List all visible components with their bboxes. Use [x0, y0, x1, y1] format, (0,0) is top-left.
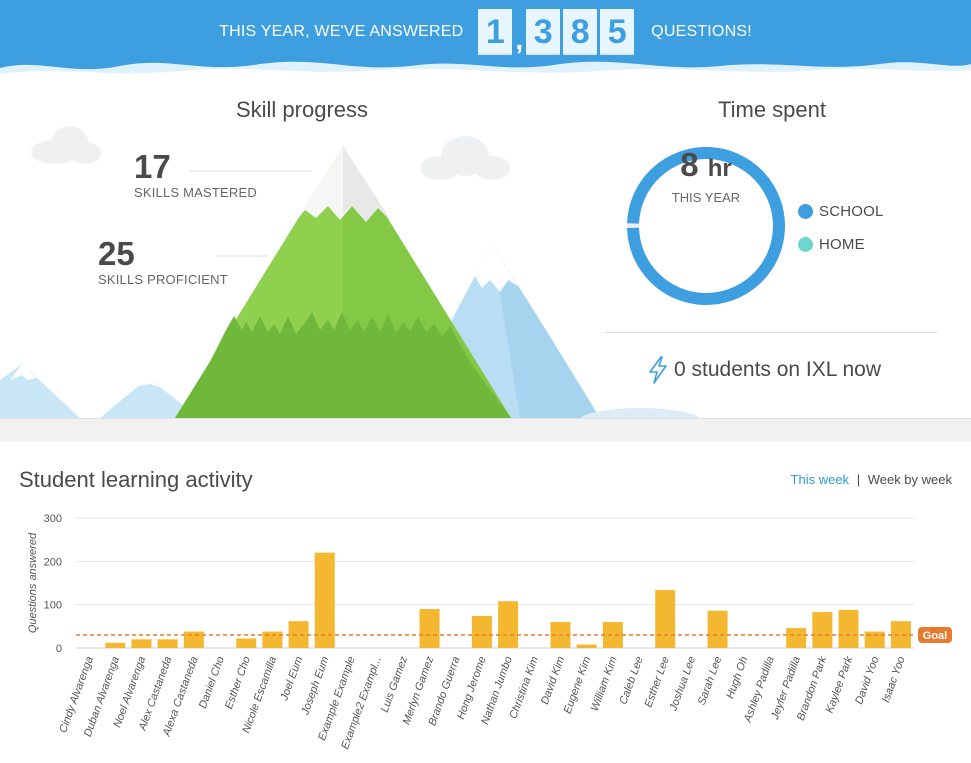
time-spent-number: 8	[680, 146, 699, 183]
school-dot-icon	[798, 204, 813, 219]
section-separator	[0, 418, 971, 442]
skills-mastered-label: SKILLS MASTERED	[134, 185, 257, 200]
x-tick-label: Sarah Lee	[696, 655, 725, 707]
bar	[786, 628, 807, 648]
mountain-illustration	[0, 126, 785, 418]
online-text: 0 students on IXL now	[674, 358, 882, 381]
skills-mastered-count: 17	[134, 148, 171, 185]
bar	[288, 621, 309, 648]
online-status: 0 students on IXL now	[648, 356, 881, 384]
bar	[602, 622, 623, 648]
x-tick-label: Luis Gamez	[379, 654, 411, 714]
toggle-separator: |	[856, 472, 861, 487]
time-spent-title: Time spent	[717, 97, 826, 122]
bar	[838, 609, 859, 648]
x-tick-label: David Kim	[539, 655, 567, 706]
x-tick-label: Isaac Yoo	[880, 655, 908, 704]
time-spent-value: 8 hr	[626, 146, 786, 184]
bar	[707, 610, 728, 648]
banner-suffix: QUESTIONS!	[651, 23, 752, 40]
home-dot-icon	[798, 237, 813, 252]
week-toggle: This week | Week by week	[791, 472, 952, 487]
y-tick-label: 300	[44, 513, 62, 525]
y-tick-label: 200	[44, 556, 62, 568]
counter-digit: 5	[600, 9, 635, 55]
skills-mastered-stat: 17 SKILLS MASTERED	[134, 148, 257, 201]
x-tick-label: Kaylee Park	[824, 654, 856, 714]
x-tick-label: William Kim	[589, 655, 620, 713]
time-spent-center: 8 hr THIS YEAR	[626, 146, 786, 205]
goal-badge	[918, 627, 952, 643]
x-tick-label: Hugh Oh	[724, 655, 750, 700]
lightning-bolt-icon	[649, 356, 667, 384]
student-learning-activity: 0 100 200 300 Questions answered Cindy Alvare…	[0, 442, 971, 763]
bar	[864, 631, 885, 648]
question-counter: 1 , 3 8 5	[478, 9, 637, 55]
time-spent-unit: hr	[707, 155, 732, 182]
counter-comma: ,	[515, 24, 524, 55]
bar	[183, 631, 204, 648]
bar	[131, 639, 152, 648]
x-tick-label: Joel Eum	[278, 655, 305, 703]
banner-content: THIS YEAR, WE'VE ANSWERED 1 , 3 8 5 QUES…	[0, 0, 971, 64]
this-week-link[interactable]: This week	[790, 472, 850, 487]
x-tick-label: Caleb Lee	[617, 655, 645, 706]
cloud-wave-decoration	[0, 61, 971, 80]
goal-label: Goal	[923, 630, 947, 642]
counter-digit: 3	[526, 9, 561, 55]
activity-title: Student learning activity	[19, 467, 253, 492]
bar	[655, 589, 676, 648]
bar	[890, 621, 911, 648]
week-by-week-link[interactable]: Week by week	[867, 472, 952, 487]
x-tick-label: David Yoo	[853, 655, 881, 706]
bar	[262, 631, 283, 648]
legend-school-label: SCHOOL	[819, 203, 884, 220]
banner-prefix: THIS YEAR, WE'VE ANSWERED	[219, 23, 464, 40]
bar	[576, 644, 597, 648]
bar	[314, 552, 335, 648]
overview-section: Skill progress 17 SKILLS MASTERED 25 SKI…	[0, 80, 971, 418]
bar	[236, 638, 257, 648]
legend-home: HOME	[798, 236, 865, 253]
counter-digit: 1	[478, 9, 513, 55]
time-spent-sub: THIS YEAR	[671, 190, 741, 205]
skills-proficient-label: SKILLS PROFICIENT	[98, 272, 228, 287]
banner: THIS YEAR, WE'VE ANSWERED 1 , 3 8 5 QUES…	[0, 0, 971, 80]
x-tick-label: Esther Lee	[643, 655, 672, 709]
bar	[105, 642, 126, 648]
x-tick-label: Esther Cho	[223, 655, 253, 711]
x-tick-label: Daniel Cho	[197, 655, 227, 710]
counter-digit: 8	[563, 9, 598, 55]
bar	[812, 612, 833, 648]
legend-home-label: HOME	[819, 236, 865, 253]
skill-progress-title: Skill progress	[235, 97, 369, 122]
bar	[498, 601, 519, 648]
divider	[605, 332, 937, 333]
y-tick-label: 100	[44, 600, 62, 612]
bar	[419, 609, 440, 648]
bar	[471, 615, 492, 648]
skills-proficient-count: 25	[98, 235, 135, 272]
legend-school: SCHOOL	[798, 203, 884, 220]
bar	[157, 639, 178, 648]
time-spent-donut	[627, 147, 785, 306]
y-axis-label: Questions answered	[27, 532, 39, 633]
y-tick-label: 0	[56, 643, 62, 655]
skills-proficient-stat: 25 SKILLS PROFICIENT	[98, 235, 228, 288]
x-tick-label: Joshua Lee	[667, 655, 698, 714]
